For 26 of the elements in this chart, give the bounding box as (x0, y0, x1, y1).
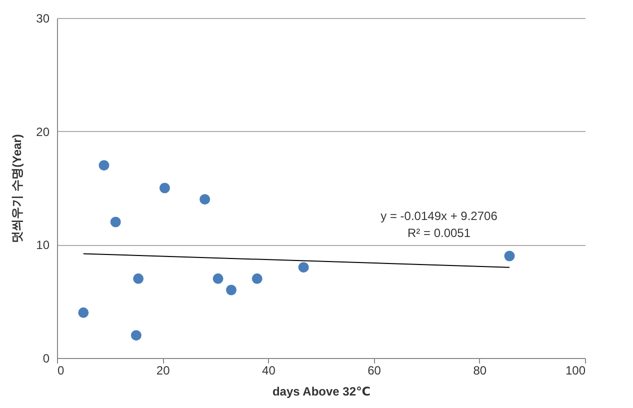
x-tick-label: 40 (262, 364, 276, 378)
x-tick-label: 60 (368, 364, 382, 378)
annotation: R² = 0.0051 (407, 226, 471, 240)
x-axis-title: days Above 32℃ (272, 384, 371, 398)
point (226, 284, 236, 296)
point (504, 250, 515, 262)
point (212, 273, 224, 284)
y-axis-title: 덧씌우기 수명(Year) (10, 134, 24, 243)
point (130, 330, 142, 341)
x-tick-label: 0 (58, 364, 64, 378)
y-tick-label: 30 (36, 12, 50, 26)
y-tick-label: 20 (36, 124, 50, 139)
point (252, 273, 262, 284)
point (78, 307, 89, 318)
point (110, 216, 121, 228)
x-tick-label: 100 (565, 364, 586, 378)
annotation: y = -0.0149x + 9.2706 (380, 209, 498, 223)
y-tick-label: 10 (36, 238, 50, 252)
point (133, 273, 144, 284)
point (200, 194, 210, 205)
point (98, 160, 110, 171)
x-tick-label: 80 (473, 364, 487, 378)
point (159, 182, 170, 194)
y-tick-label: 0 (42, 352, 50, 366)
point (298, 262, 309, 273)
x-tick-label: 20 (156, 364, 170, 378)
